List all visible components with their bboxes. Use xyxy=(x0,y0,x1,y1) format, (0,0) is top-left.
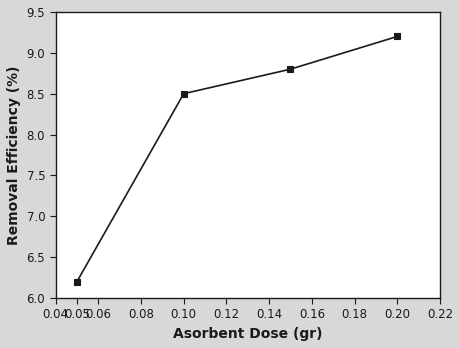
X-axis label: Asorbent Dose (gr): Asorbent Dose (gr) xyxy=(173,327,322,341)
Y-axis label: Removal Efficiency (%): Removal Efficiency (%) xyxy=(7,65,21,245)
